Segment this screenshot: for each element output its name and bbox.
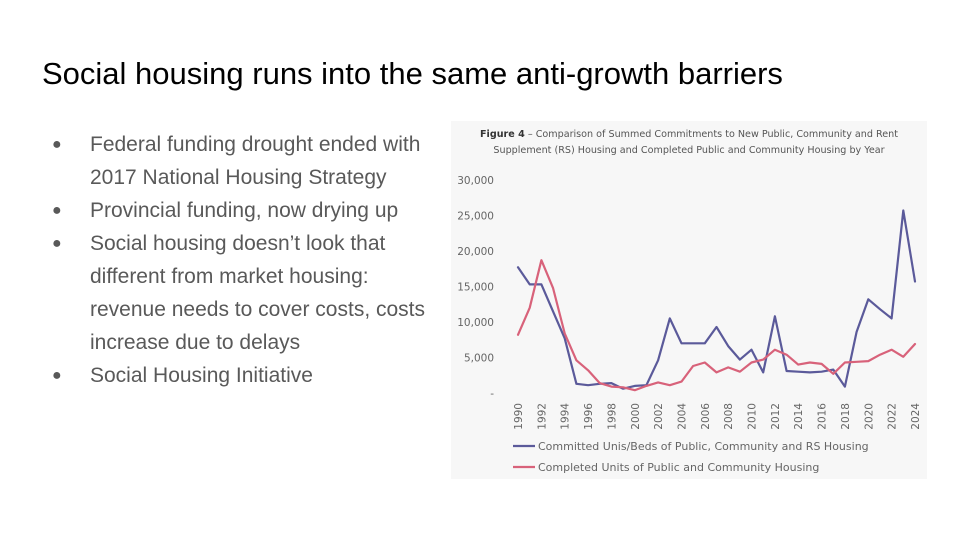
bullet-item: ● Social Housing Initiative (52, 359, 437, 392)
x-tick-label: 1990 (513, 403, 525, 430)
y-tick-label: 10,000 (457, 317, 494, 329)
x-tick-label: 2018 (840, 403, 852, 430)
figure-panel: Figure 4 – Comparison of Summed Commitme… (451, 121, 927, 479)
x-tick-label: 2010 (747, 403, 759, 430)
line-chart: - 5,000 10,000 15,000 20,000 25,000 30,000 1990… (457, 175, 922, 474)
x-tick-label: 1998 (606, 403, 618, 430)
x-tick-label: 2002 (653, 403, 665, 430)
bullet-dot: ● (52, 136, 62, 153)
figure-caption: Figure 4 – Comparison of Summed Commitme… (451, 127, 927, 159)
slide-title: Social housing runs into the same anti-g… (42, 56, 783, 91)
bullet-item: ● Social housing doesn’t look that differ… (52, 227, 437, 359)
x-tick-label: 2024 (910, 403, 922, 430)
y-tick-label: 30,000 (457, 175, 494, 187)
bullet-text: Provincial funding, now drying up (90, 199, 399, 222)
bullet-dot: ● (52, 202, 62, 219)
series-line (516, 209, 917, 390)
figure-separator: – (524, 129, 536, 140)
x-tick-label: 2014 (793, 403, 805, 430)
x-tick-label: 2022 (887, 403, 899, 430)
series-line (516, 259, 917, 392)
legend-label: Completed Units of Public and Community … (538, 461, 819, 474)
x-tick-label: 1996 (583, 403, 595, 430)
bullet-list: ● Federal funding drought ended with 2017… (52, 128, 437, 392)
figure-label: Figure 4 (479, 129, 525, 140)
x-tick-label: 2008 (723, 403, 735, 430)
y-tick-label: 5,000 (464, 353, 494, 365)
bullet-item: ● Provincial funding, now drying up (52, 194, 437, 227)
x-tick-label: 1994 (560, 403, 572, 430)
bullet-dot: ● (52, 367, 62, 384)
x-tick-label: 1992 (536, 403, 548, 430)
bullet-text: Social housing doesn’t look that differe… (90, 232, 426, 354)
x-tick-label: 2020 (863, 403, 875, 430)
y-tick-label: 20,000 (457, 246, 494, 258)
bullet-dot: ● (52, 235, 62, 252)
bullet-text: Social Housing Initiative (90, 364, 313, 387)
bullet-item: ● Federal funding drought ended with 2017… (52, 128, 437, 194)
bullet-text: Federal funding drought ended with 2017 … (90, 133, 421, 189)
y-tick-label: 15,000 (457, 282, 494, 294)
legend-label: Committed Unis/Beds of Public, Community… (538, 440, 869, 453)
x-tick-label: 2016 (817, 403, 829, 430)
x-tick-label: 2000 (630, 403, 642, 430)
x-tick-label: 2004 (676, 403, 688, 430)
y-tick-label: - (490, 388, 494, 400)
figure-caption-line1: Comparison of Summed Commitments to New … (535, 129, 899, 140)
x-tick-label: 2012 (770, 403, 782, 430)
x-tick-label: 2006 (700, 403, 712, 430)
figure-caption-line2: Supplement (RS) Housing and Completed Pu… (493, 145, 885, 156)
y-tick-label: 25,000 (457, 211, 494, 223)
